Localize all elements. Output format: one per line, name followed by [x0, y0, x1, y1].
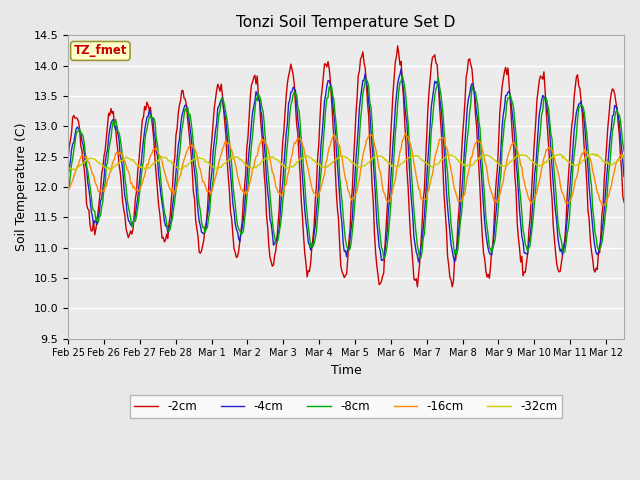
-4cm: [620, 174, 628, 180]
-16cm: [299, 142, 307, 148]
-2cm: [572, 84, 579, 90]
-4cm: [403, 121, 411, 127]
Line: -2cm: -2cm: [68, 46, 624, 287]
-32cm: [474, 156, 481, 162]
-8cm: [399, 72, 406, 78]
Line: -16cm: -16cm: [68, 133, 624, 205]
-2cm: [237, 228, 245, 234]
-16cm: [64, 187, 72, 193]
Line: -8cm: -8cm: [68, 75, 624, 258]
-16cm: [620, 155, 628, 161]
Title: Tonzi Soil Temperature Set D: Tonzi Soil Temperature Set D: [236, 15, 456, 30]
-4cm: [451, 259, 458, 265]
-16cm: [375, 166, 383, 171]
-16cm: [570, 184, 578, 190]
-8cm: [375, 223, 383, 228]
-2cm: [299, 215, 307, 220]
X-axis label: Time: Time: [331, 364, 362, 377]
-16cm: [237, 186, 245, 192]
-16cm: [598, 203, 606, 208]
-32cm: [570, 162, 578, 168]
-4cm: [397, 66, 405, 72]
-2cm: [403, 167, 411, 173]
-16cm: [474, 137, 481, 143]
-2cm: [394, 43, 401, 49]
-4cm: [237, 230, 245, 236]
-8cm: [475, 118, 483, 124]
-4cm: [299, 175, 307, 181]
-4cm: [64, 173, 72, 179]
Line: -32cm: -32cm: [68, 154, 624, 170]
-4cm: [572, 118, 579, 124]
-2cm: [475, 166, 483, 171]
-8cm: [64, 190, 72, 196]
-8cm: [237, 232, 245, 238]
-8cm: [299, 149, 307, 155]
-32cm: [620, 153, 628, 158]
Line: -4cm: -4cm: [68, 69, 624, 262]
-8cm: [620, 148, 628, 154]
-8cm: [404, 120, 412, 125]
-32cm: [70, 167, 77, 173]
-32cm: [376, 154, 384, 159]
-32cm: [589, 151, 596, 156]
-32cm: [238, 158, 246, 164]
Text: TZ_fmet: TZ_fmet: [74, 45, 127, 58]
-2cm: [64, 156, 72, 162]
-2cm: [375, 282, 383, 288]
-2cm: [413, 284, 421, 290]
-2cm: [620, 199, 628, 205]
-16cm: [402, 131, 410, 136]
Legend: -2cm, -4cm, -8cm, -16cm, -32cm: -2cm, -4cm, -8cm, -16cm, -32cm: [130, 395, 563, 418]
-32cm: [300, 154, 307, 160]
-32cm: [64, 164, 72, 170]
Y-axis label: Soil Temperature (C): Soil Temperature (C): [15, 123, 28, 251]
-4cm: [475, 134, 483, 140]
-8cm: [380, 255, 388, 261]
-32cm: [403, 157, 411, 163]
-16cm: [403, 134, 411, 140]
-8cm: [572, 143, 579, 149]
-4cm: [375, 244, 383, 250]
